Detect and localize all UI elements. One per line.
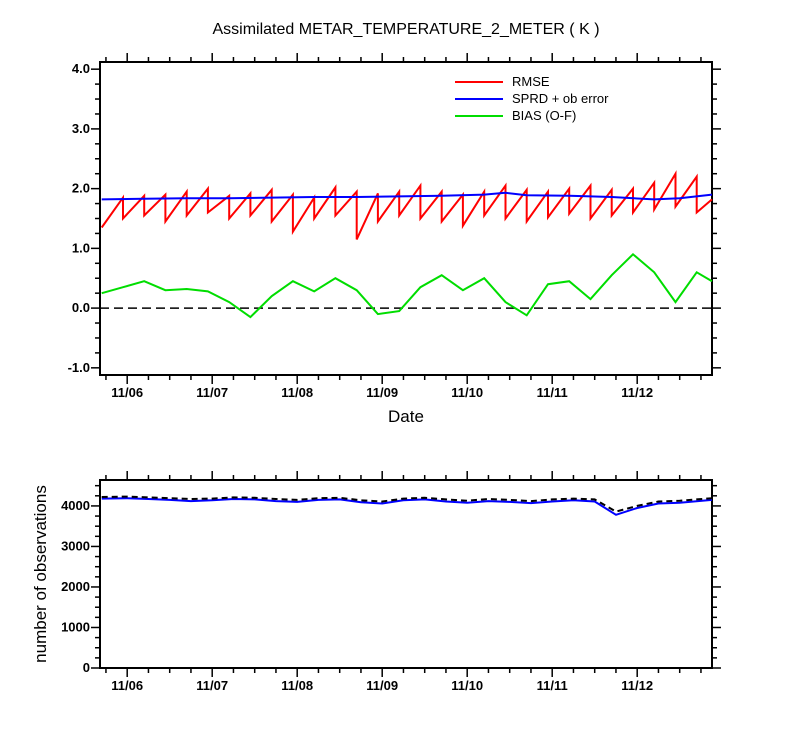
x-tick-label: 11/11 <box>537 678 568 693</box>
y-tick-label: 2.0 <box>72 181 90 196</box>
y-tick-label: 0 <box>83 660 90 675</box>
tick-labels: 11/06 11/07 11/08 11/09 11/10 11/11 11/12 -1.0 0… <box>68 61 654 400</box>
x-tick-label: 11/08 <box>281 678 313 693</box>
obs-count-solid-blue-line <box>101 497 713 516</box>
y-tick-label: 4.0 <box>72 61 90 76</box>
x-tick-label: 11/08 <box>281 385 313 400</box>
x-tick-label: 11/06 <box>111 678 143 693</box>
axis-ticks <box>91 53 721 384</box>
tick-labels: 11/06 11/07 11/08 11/09 11/10 11/11 11/12 0 1000… <box>61 498 653 693</box>
bias-o-f-line <box>101 252 713 319</box>
rmse-line <box>100 170 713 240</box>
x-tick-label: 11/07 <box>196 385 228 400</box>
legend-item-label: RMSE <box>512 74 550 89</box>
x-tick-label: 11/12 <box>621 678 653 693</box>
y-tick-label: 2000 <box>61 579 90 594</box>
chart-title: Assimilated METAR_TEMPERATURE_2_METER ( … <box>212 21 599 38</box>
plot-frame <box>99 61 713 376</box>
y-tick-label: 1.0 <box>72 240 90 255</box>
x-tick-label: 11/11 <box>537 385 568 400</box>
sprd-ob-error-line <box>101 191 713 201</box>
x-tick-label: 11/10 <box>451 385 483 400</box>
y-tick-label: 1000 <box>61 619 90 634</box>
y-tick-label: 3000 <box>61 538 90 553</box>
bottom-panel: 11/06 11/07 11/08 11/09 11/10 11/11 11/12 0 1000… <box>61 471 721 693</box>
y-tick-label: -1.0 <box>68 360 90 375</box>
y-tick-label: 4000 <box>61 498 90 513</box>
y-tick-label: 3.0 <box>72 121 90 136</box>
x-tick-label: 11/09 <box>366 385 398 400</box>
legend-item-label: SPRD + ob error <box>512 91 609 106</box>
legend-item-label: BIAS (O-F) <box>512 108 576 123</box>
y-tick-label: 0.0 <box>72 300 90 315</box>
plot-frame <box>99 479 713 669</box>
x-tick-label: 11/10 <box>451 678 483 693</box>
x-tick-label: 11/09 <box>366 678 398 693</box>
x-axis-label-date: Date <box>388 407 424 426</box>
y-axis-label-observations: number of observations <box>31 485 50 663</box>
obs-count-dashed-black-line <box>101 495 713 513</box>
axis-ticks <box>91 471 721 677</box>
x-tick-label: 11/07 <box>196 678 228 693</box>
x-tick-label: 11/12 <box>621 385 653 400</box>
legend: RMSE SPRD + ob error BIAS (O-F) <box>455 74 609 123</box>
x-tick-label: 11/06 <box>111 385 143 400</box>
top-panel: 11/06 11/07 11/08 11/09 11/10 11/11 11/12 -1.0 0… <box>68 53 721 400</box>
